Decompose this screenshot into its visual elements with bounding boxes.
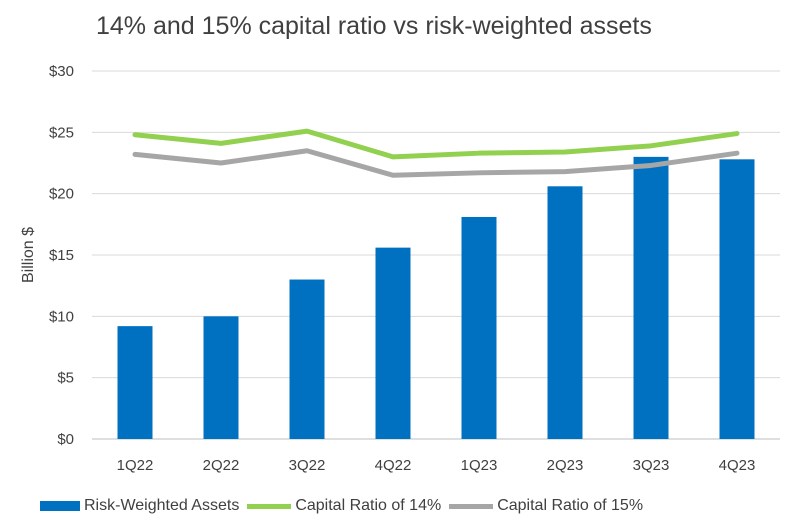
bar-rwa-2q23 (547, 186, 583, 439)
y-tick-label: $0 (57, 431, 74, 448)
y-tick-label: $20 (49, 186, 74, 203)
legend-item-rwa: Risk-Weighted Assets (40, 497, 239, 515)
legend-label-14: Capital Ratio of 14% (295, 497, 442, 514)
legend-item-15: Capital Ratio of 15% (449, 497, 643, 515)
bar-rwa-4q23 (719, 159, 755, 439)
x-tick-label: 3Q23 (633, 457, 670, 474)
x-tick-label: 3Q22 (289, 457, 326, 474)
y-tick-label: $25 (49, 124, 74, 141)
bar-rwa-2q22 (203, 316, 239, 439)
bar-rwa-1q23 (461, 216, 497, 439)
y-tick-label: $15 (49, 247, 74, 264)
bar-rwa-3q23 (633, 156, 669, 439)
bar-rwa-1q22 (117, 326, 153, 439)
legend-swatch-rwa (40, 501, 80, 511)
legend-item-14: Capital Ratio of 14% (247, 497, 441, 515)
x-tick-label: 1Q23 (461, 457, 498, 474)
x-tick-label: 4Q22 (375, 457, 412, 474)
x-tick-label: 2Q22 (203, 457, 240, 474)
line-capital-ratio-14 (132, 128, 740, 160)
bar-rwa-4q22 (375, 247, 411, 439)
x-tick-label: 1Q22 (117, 457, 154, 474)
legend-label-rwa: Risk-Weighted Assets (84, 497, 240, 514)
legend: Risk-Weighted Assets Capital Ratio of 14… (40, 494, 651, 518)
y-axis-ticks: $0 $5 $10 $15 $20 $25 $30 (49, 63, 74, 448)
x-axis-ticks: 1Q22 2Q22 3Q22 4Q22 1Q23 2Q23 3Q23 4Q23 (117, 457, 756, 474)
y-tick-label: $5 (57, 370, 74, 387)
bar-series (117, 156, 755, 439)
x-tick-label: 4Q23 (719, 457, 756, 474)
gridlines (92, 70, 780, 440)
line-capital-ratio-15 (132, 148, 740, 178)
y-axis-title: Billion $ (20, 227, 37, 283)
chart-title: 14% and 15% capital ratio vs risk-weight… (96, 12, 652, 40)
x-tick-label: 2Q23 (547, 457, 584, 474)
line-series (132, 128, 740, 178)
y-tick-label: $30 (49, 63, 74, 80)
legend-swatch-14 (247, 503, 292, 509)
legend-swatch-15 (449, 503, 494, 509)
bar-rwa-3q22 (289, 279, 325, 439)
y-tick-label: $10 (49, 308, 74, 325)
legend-label-15: Capital Ratio of 15% (497, 497, 644, 514)
